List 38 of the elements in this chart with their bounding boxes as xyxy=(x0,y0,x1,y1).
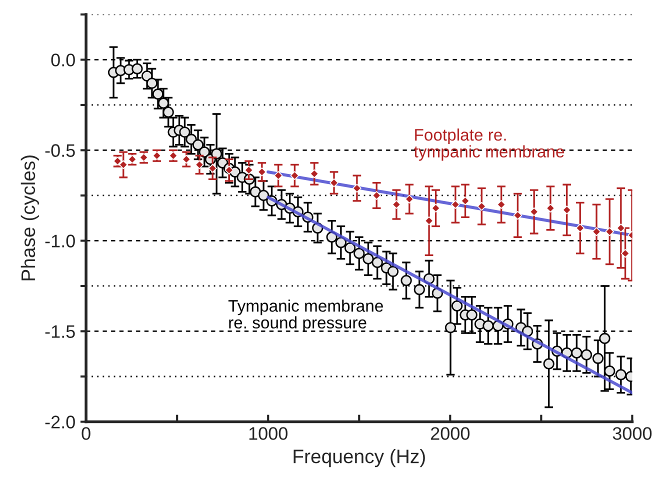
point xyxy=(576,224,584,232)
point xyxy=(330,178,338,188)
y-tick-label: -1.0 xyxy=(45,234,75,248)
y-tick-label: -1.5 xyxy=(45,325,75,338)
point xyxy=(405,194,414,204)
x-tick-label: 3000 xyxy=(612,427,652,440)
point xyxy=(119,160,128,170)
point xyxy=(620,249,630,258)
point xyxy=(562,206,572,214)
series-label: Tympanic membrane re. sound pressure xyxy=(228,300,383,332)
point xyxy=(290,171,300,180)
point xyxy=(352,184,362,193)
y-axis-title: Phase (cycles) xyxy=(20,156,39,280)
point xyxy=(258,168,266,176)
point xyxy=(546,204,555,212)
point xyxy=(616,224,626,232)
point xyxy=(182,154,191,164)
x-tick-label: 0 xyxy=(82,427,90,440)
point xyxy=(195,160,204,170)
point xyxy=(424,216,434,226)
point xyxy=(605,227,614,236)
text: Footplate re. tympanic membrane xyxy=(414,128,564,161)
point xyxy=(372,191,381,200)
y-tick-label: -2.0 xyxy=(45,416,75,428)
point xyxy=(530,207,538,216)
point xyxy=(592,227,601,236)
x-tick-label: 2000 xyxy=(430,427,470,440)
x-tick-label: 1000 xyxy=(249,427,288,440)
point xyxy=(392,200,401,209)
point xyxy=(208,164,217,173)
point xyxy=(513,211,522,220)
point xyxy=(224,166,234,174)
x-axis-title: Frequency (Hz) xyxy=(294,449,425,468)
point xyxy=(451,200,460,209)
y-tick-label: -0.5 xyxy=(45,144,75,157)
point xyxy=(274,171,283,180)
point xyxy=(310,169,319,178)
y-tick-label: 0.0 xyxy=(51,54,75,66)
